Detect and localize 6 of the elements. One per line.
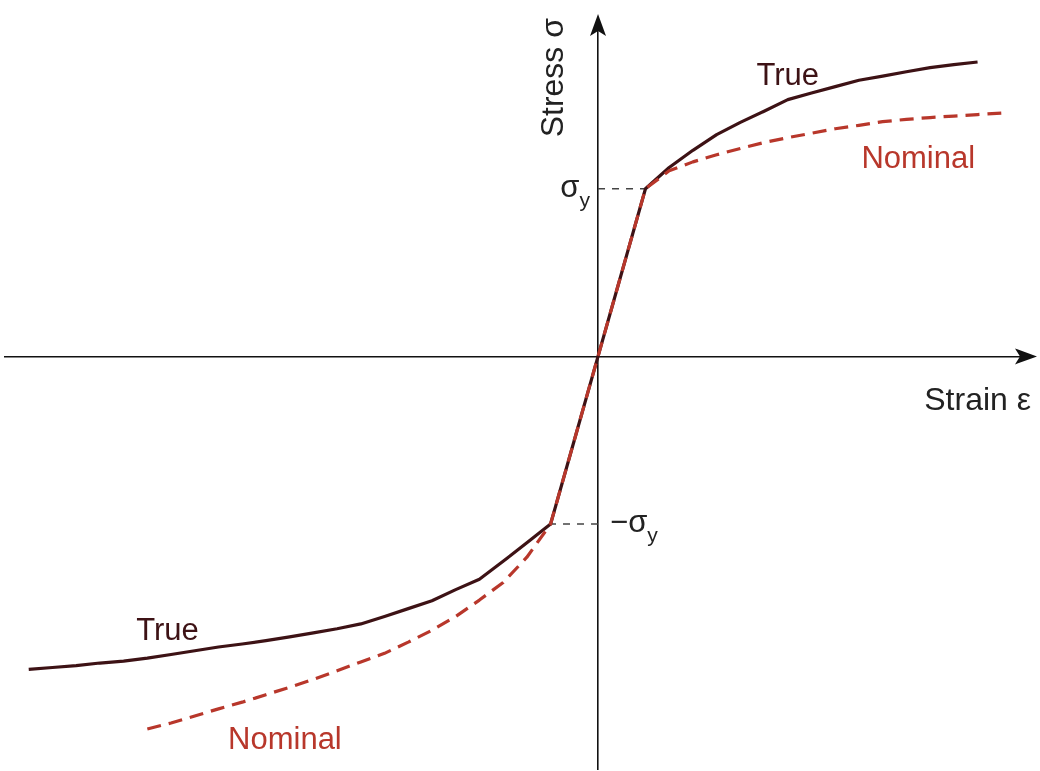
text: Nominal [861,140,976,176]
series-label: Nominal [228,720,342,756]
text: True [136,612,199,648]
y-axis-title: Stress σ [534,17,571,138]
series-label: True [756,56,820,92]
x-axis-title: Strain ε [924,381,1031,418]
